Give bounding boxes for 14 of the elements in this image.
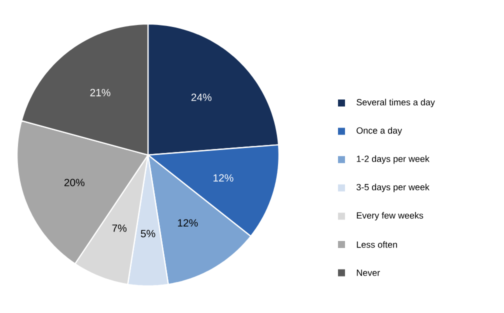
data-label: 24% [191,94,212,101]
legend-label: Less often [356,241,397,248]
legend-label: 3-5 days per week [356,184,430,192]
data-label: 5% [140,230,156,238]
legend-label: Every few weeks [356,212,424,220]
data-label: 20% [64,178,84,186]
legend-label: Never [356,270,380,276]
data-label: 12% [214,174,234,182]
legend-label: Once a day [356,127,402,136]
legend-label: 1-2 days per week [356,155,430,164]
data-label: 12% [178,219,198,227]
data-label: 21% [90,88,110,96]
legend-label: Several times a day [356,98,435,108]
data-label: 7% [112,224,127,232]
